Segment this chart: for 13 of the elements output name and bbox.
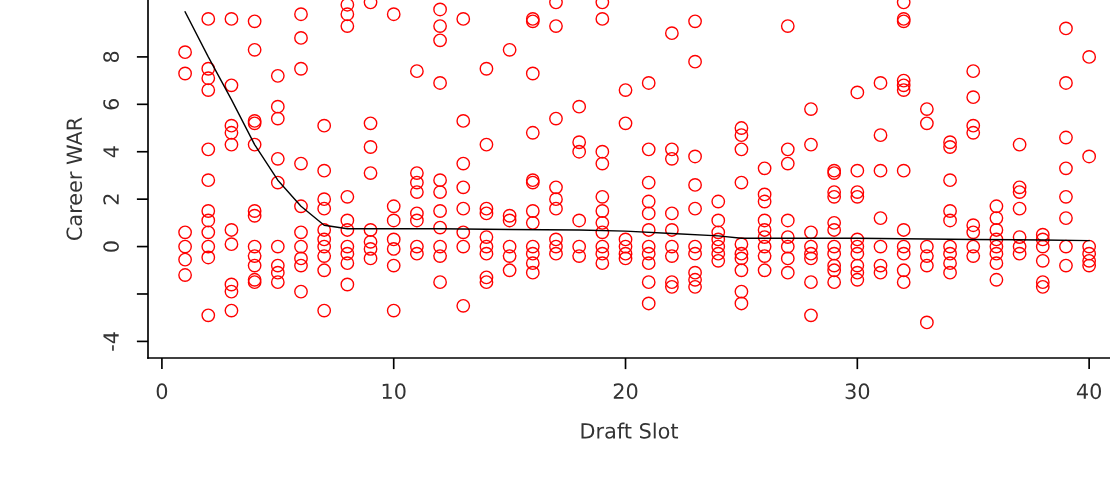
- y-tick-label: 2: [103, 194, 119, 205]
- y-axis-title: Career WAR: [66, 117, 83, 241]
- x-tick-label: 30: [845, 383, 870, 400]
- x-axis-title: Draft Slot: [581, 422, 679, 439]
- y-tick-label: 6: [103, 99, 119, 110]
- y-tick-label: 4: [103, 146, 119, 158]
- y-tick-label: 0: [103, 241, 119, 252]
- y-tick-label: -4: [103, 332, 119, 351]
- x-tick-label: 40: [1076, 383, 1102, 400]
- x-tick-label: 20: [613, 383, 638, 400]
- x-tick-label: 0: [156, 383, 168, 400]
- y-tick-label: 8: [103, 51, 119, 63]
- x-tick-label: 10: [382, 383, 406, 400]
